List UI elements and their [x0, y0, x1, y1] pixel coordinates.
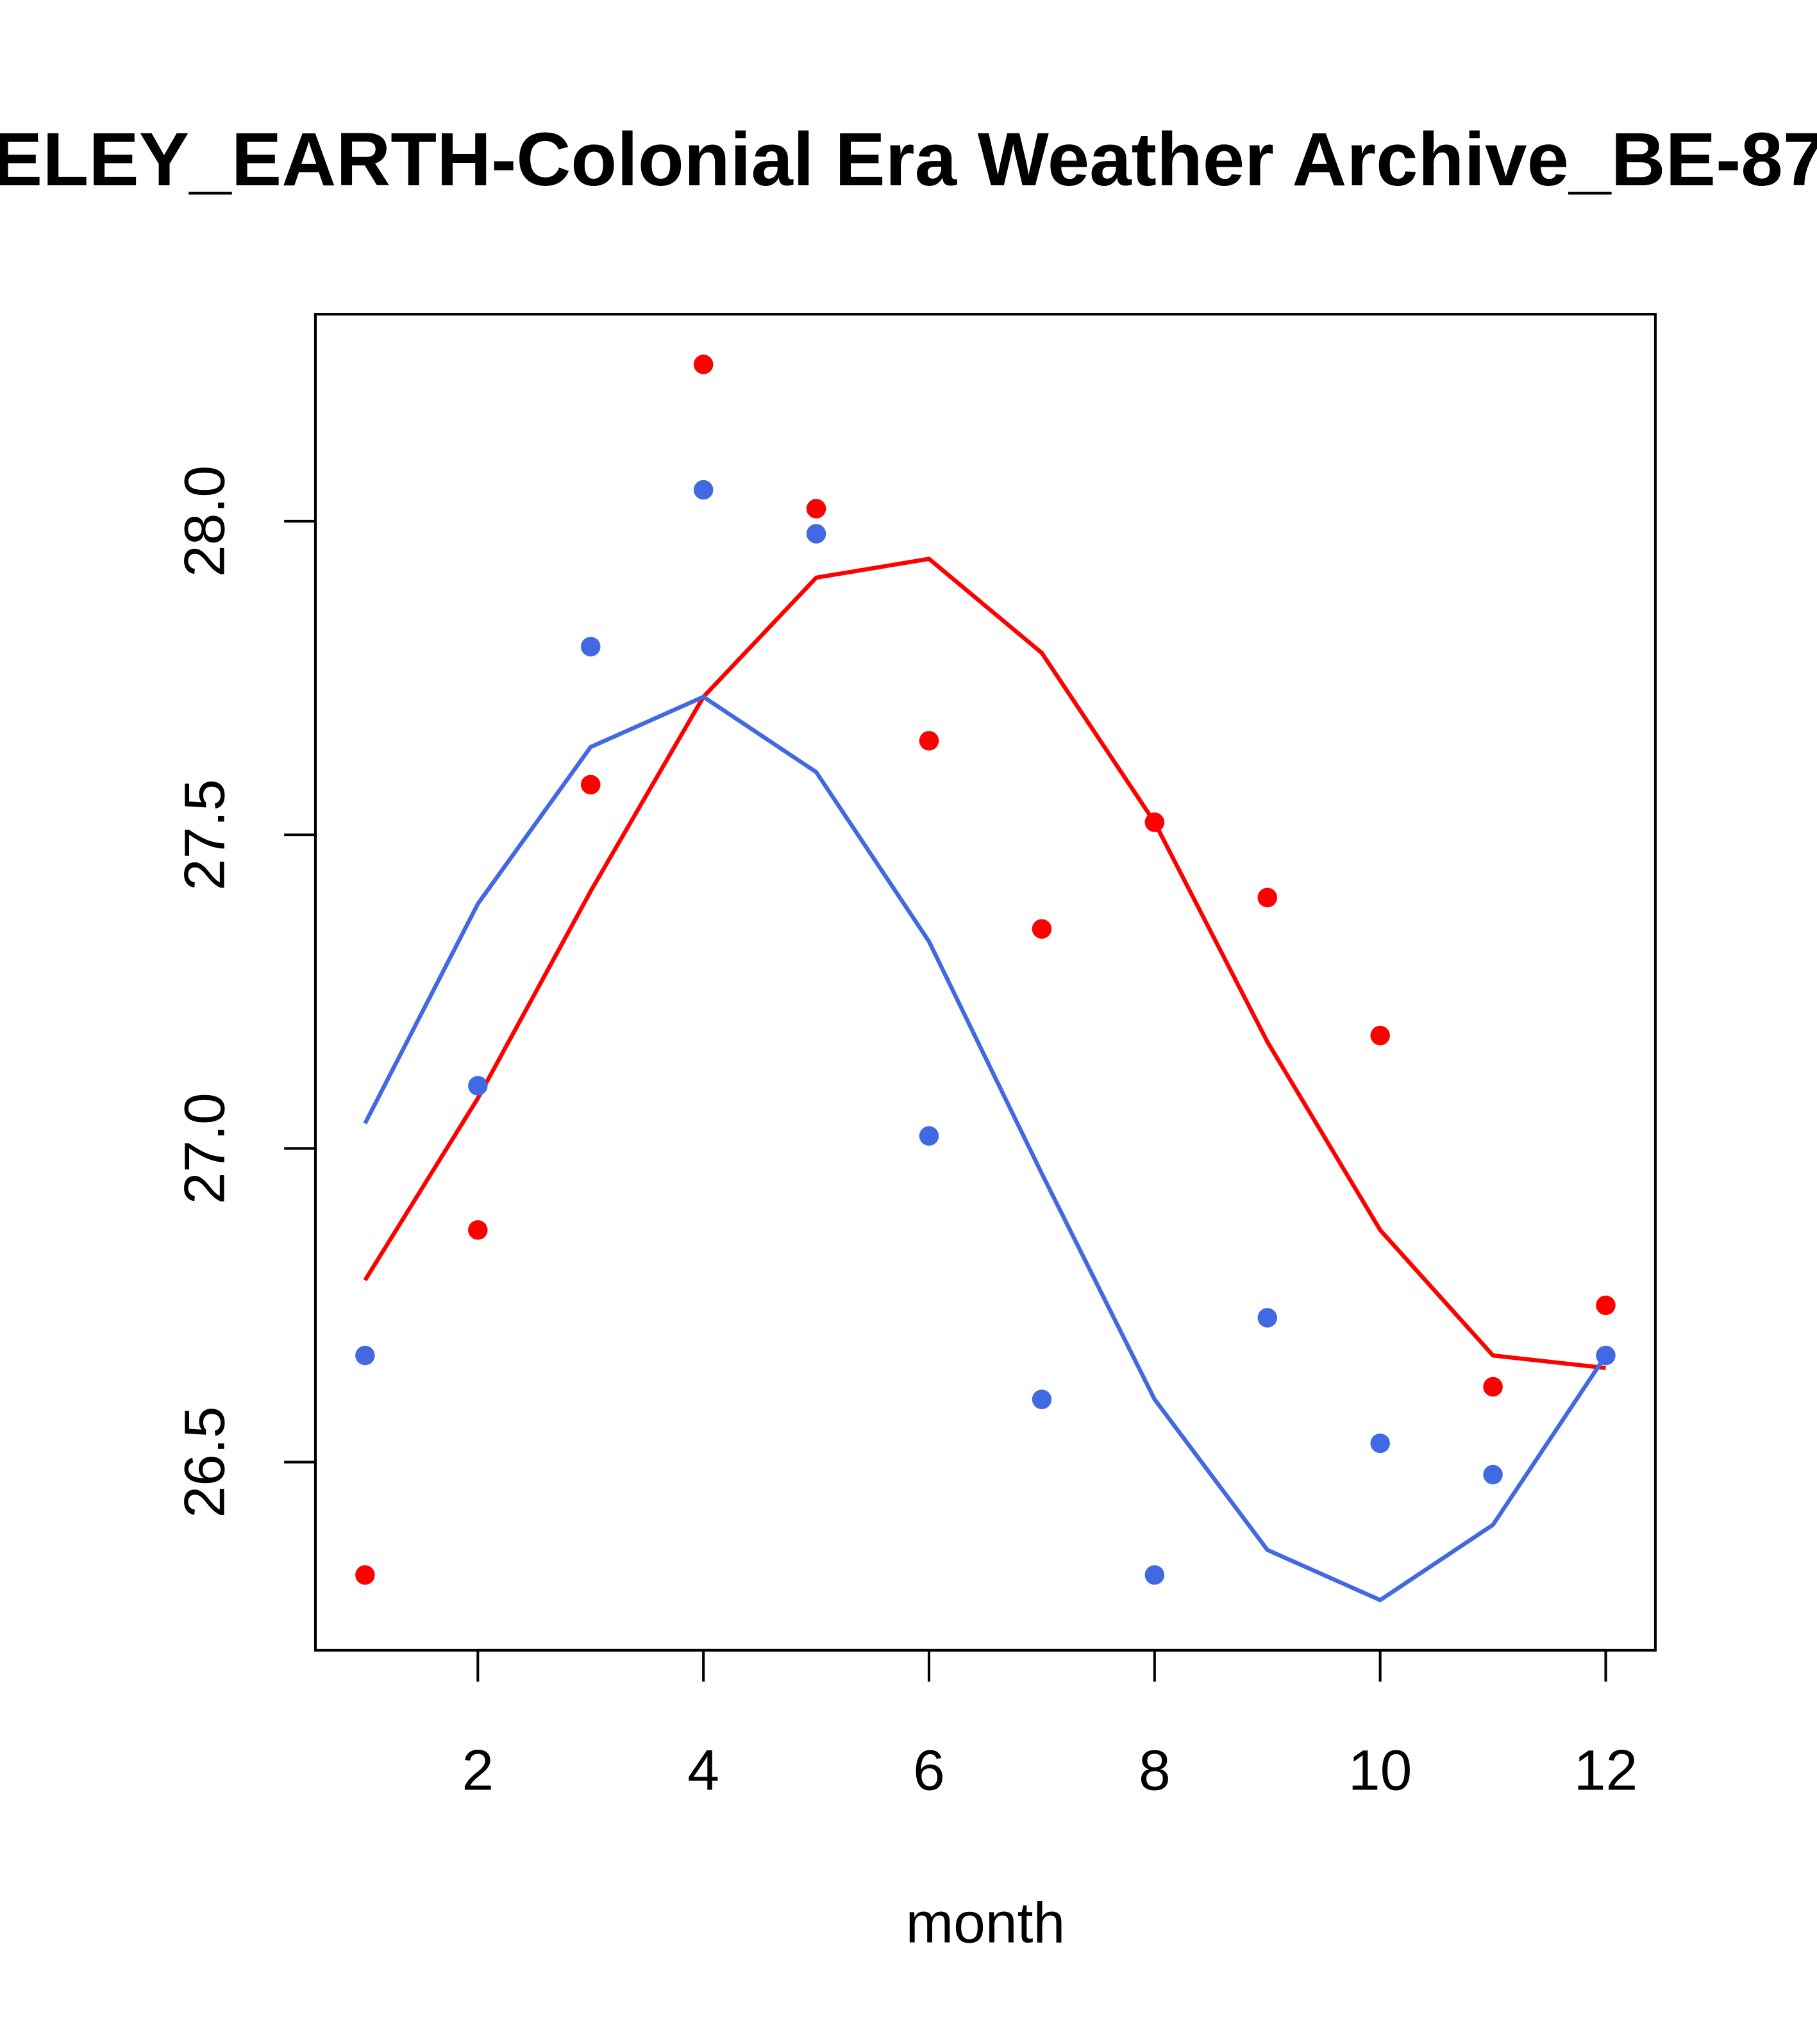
- x-tick-label: 10: [1348, 1738, 1412, 1802]
- red-point: [1596, 1295, 1616, 1316]
- y-tick-label: 27.5: [172, 779, 237, 891]
- plot-frame: [314, 313, 1657, 1652]
- red-point: [1144, 812, 1165, 832]
- x-axis-label: month: [906, 1890, 1066, 1954]
- blue-point: [468, 1076, 488, 1096]
- chart-title: ELEY_EARTH-Colonial Era Weather Archive_…: [0, 117, 1817, 201]
- red-point: [1483, 1377, 1503, 1397]
- blue-point: [693, 480, 714, 500]
- x-tick-label: 8: [1139, 1738, 1171, 1802]
- blue-point: [919, 1126, 939, 1146]
- red-line: [363, 557, 1606, 1370]
- red-point: [919, 731, 939, 751]
- y-tick-label: 27.0: [172, 1093, 237, 1204]
- blue-point: [1144, 1565, 1165, 1585]
- x-tick-label: 4: [687, 1738, 719, 1802]
- red-point: [806, 499, 826, 519]
- red-point: [1032, 919, 1052, 939]
- red-point: [580, 775, 601, 795]
- blue-point: [806, 524, 826, 544]
- red-point: [468, 1220, 488, 1240]
- blue-point: [355, 1345, 375, 1366]
- x-tick-label: 12: [1574, 1738, 1637, 1802]
- y-tick-label: 28.0: [172, 465, 237, 577]
- blue-point: [1483, 1464, 1503, 1485]
- plot-series: [355, 355, 1616, 1602]
- blue-line: [363, 694, 1608, 1602]
- blue-point: [580, 637, 601, 657]
- blue-point: [1596, 1345, 1616, 1366]
- y-axis: 26.5 27.0 27.5 28.0: [172, 465, 317, 1518]
- x-axis: 2 4 6 8 10 12: [462, 1648, 1637, 1802]
- red-point: [693, 355, 714, 374]
- red-point: [1257, 887, 1277, 908]
- x-tick-label: 2: [462, 1738, 494, 1802]
- y-tick-label: 26.5: [172, 1406, 237, 1518]
- blue-point: [1370, 1433, 1390, 1453]
- x-tick-label: 6: [913, 1738, 945, 1802]
- red-point: [1370, 1025, 1390, 1046]
- blue-point: [1257, 1308, 1277, 1328]
- blue-point: [1032, 1389, 1052, 1409]
- red-point: [355, 1565, 375, 1585]
